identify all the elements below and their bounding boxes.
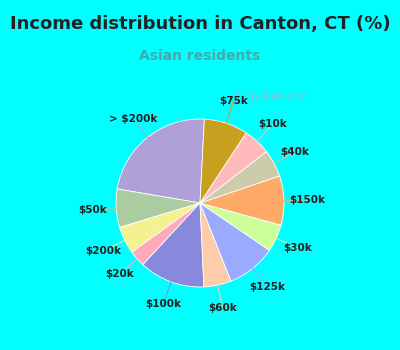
Text: $75k: $75k — [219, 96, 248, 106]
Wedge shape — [132, 203, 200, 265]
Wedge shape — [200, 119, 246, 203]
Wedge shape — [116, 189, 200, 228]
Wedge shape — [200, 133, 266, 203]
Wedge shape — [200, 176, 284, 225]
Text: $60k: $60k — [208, 303, 237, 313]
Wedge shape — [143, 203, 204, 287]
Text: Asian residents: Asian residents — [139, 49, 261, 63]
Text: $200k: $200k — [86, 246, 122, 256]
Wedge shape — [200, 152, 280, 203]
Wedge shape — [200, 203, 281, 250]
Text: $30k: $30k — [283, 243, 312, 253]
Wedge shape — [120, 203, 200, 252]
Text: $20k: $20k — [105, 269, 134, 279]
Text: $125k: $125k — [249, 282, 285, 292]
Text: ⓘ City-Data.com: ⓘ City-Data.com — [234, 92, 306, 101]
Wedge shape — [200, 203, 270, 281]
Text: > $200k: > $200k — [109, 114, 157, 124]
Text: $10k: $10k — [259, 119, 288, 129]
Text: $150k: $150k — [290, 195, 326, 205]
Text: $40k: $40k — [280, 147, 309, 157]
Wedge shape — [200, 203, 231, 287]
Text: $50k: $50k — [78, 205, 107, 215]
Wedge shape — [117, 119, 204, 203]
Text: $100k: $100k — [145, 299, 181, 309]
Text: Income distribution in Canton, CT (%): Income distribution in Canton, CT (%) — [10, 15, 390, 34]
